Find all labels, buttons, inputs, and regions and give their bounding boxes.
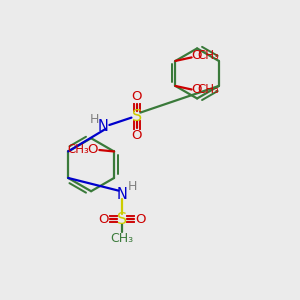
Text: CH₃: CH₃ [68,143,90,157]
Text: O: O [88,143,98,157]
Text: N: N [98,119,108,134]
Text: H: H [89,112,99,126]
Text: CH₃: CH₃ [110,232,134,245]
Text: H: H [128,180,137,193]
Text: O: O [191,50,201,62]
Text: CH₃: CH₃ [197,50,219,62]
Text: O: O [131,90,142,103]
Text: O: O [98,213,109,226]
Text: CH₃: CH₃ [197,83,219,96]
Text: O: O [191,83,201,96]
Text: O: O [135,213,146,226]
Text: O: O [131,129,142,142]
Text: S: S [117,212,127,227]
Text: N: N [117,187,128,202]
Text: S: S [132,109,142,124]
